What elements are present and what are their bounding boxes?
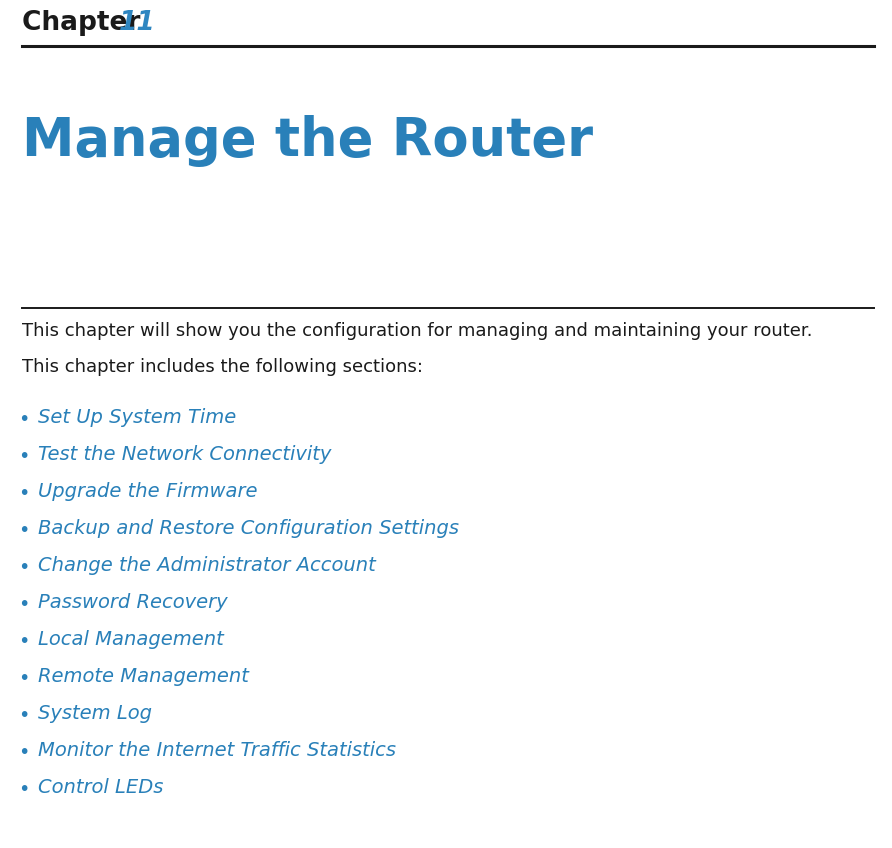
Text: Set Up System Time: Set Up System Time (38, 408, 236, 427)
Text: •: • (18, 743, 29, 762)
Text: •: • (18, 780, 29, 799)
Text: This chapter includes the following sections:: This chapter includes the following sect… (22, 358, 423, 376)
Text: •: • (18, 521, 29, 540)
Text: Test the Network Connectivity: Test the Network Connectivity (38, 445, 331, 464)
Text: Backup and Restore Configuration Settings: Backup and Restore Configuration Setting… (38, 519, 459, 538)
Text: Local Management: Local Management (38, 630, 224, 649)
Text: System Log: System Log (38, 704, 152, 723)
Text: •: • (18, 484, 29, 503)
Text: •: • (18, 558, 29, 577)
Text: Password Recovery: Password Recovery (38, 593, 227, 612)
Text: This chapter will show you the configuration for managing and maintaining your r: This chapter will show you the configura… (22, 322, 813, 340)
Text: •: • (18, 706, 29, 725)
Text: Monitor the Internet Traffic Statistics: Monitor the Internet Traffic Statistics (38, 741, 396, 760)
Text: Chapter: Chapter (22, 10, 150, 36)
Text: 11: 11 (119, 10, 156, 36)
Text: Control LEDs: Control LEDs (38, 778, 163, 797)
Text: Change the Administrator Account: Change the Administrator Account (38, 556, 376, 575)
Text: •: • (18, 669, 29, 688)
Text: •: • (18, 447, 29, 466)
Text: Manage the Router: Manage the Router (22, 115, 593, 167)
Text: •: • (18, 632, 29, 651)
Text: •: • (18, 410, 29, 429)
Text: Upgrade the Firmware: Upgrade the Firmware (38, 482, 258, 501)
Text: Remote Management: Remote Management (38, 667, 249, 686)
Text: •: • (18, 595, 29, 614)
